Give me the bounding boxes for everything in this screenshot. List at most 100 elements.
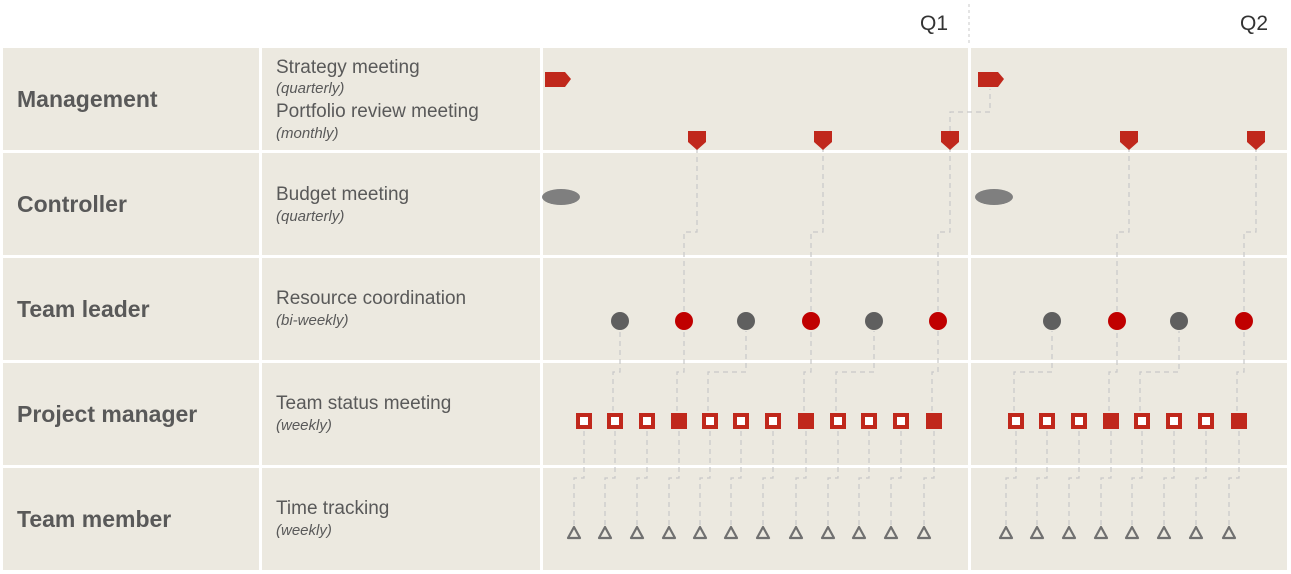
connector-square-to-triangle [827, 430, 839, 525]
square-icon [607, 413, 623, 429]
role-cell-management [3, 48, 259, 150]
activity-cell-management [262, 48, 540, 150]
flag-icon [978, 72, 1004, 87]
role-cell-team-member [3, 468, 259, 570]
triangle-icon [1124, 525, 1140, 540]
activity-frequency-budget: (quarterly) [276, 208, 345, 225]
circle-icon [1170, 312, 1188, 330]
connector-square-to-triangle [795, 430, 807, 525]
connector-square-to-triangle [1036, 430, 1048, 525]
triangle-icon [788, 525, 804, 540]
square-icon [1166, 413, 1182, 429]
activity-name-strategy: Strategy meeting [276, 57, 420, 78]
connector-circle-to-square [707, 331, 747, 411]
circle-icon [929, 312, 947, 330]
connector-square-to-triangle [858, 430, 870, 525]
connector-circle-to-square [1108, 331, 1118, 411]
activity-cell-controller [262, 153, 540, 255]
square-icon [830, 413, 846, 429]
activity-cell-project-manager [262, 363, 540, 465]
connector-circle-to-square [803, 331, 812, 411]
connector-circle-to-square [1139, 331, 1180, 411]
square-icon [1134, 413, 1150, 429]
square-icon [798, 413, 814, 429]
timeline-cell-team-member-q2 [971, 468, 1287, 570]
timeline-cell-team-leader-q2 [971, 258, 1287, 360]
activity-frequency-resource-coordination: (bi-weekly) [276, 312, 349, 329]
triangle-icon [629, 525, 645, 540]
square-icon [702, 413, 718, 429]
circle-icon [675, 312, 693, 330]
activity-frequency-strategy: (quarterly) [276, 80, 345, 97]
pennant-icon [1120, 131, 1138, 150]
activity-cell-team-leader [262, 258, 540, 360]
triangle-icon [1221, 525, 1237, 540]
connector-square-to-triangle [1100, 430, 1112, 525]
square-icon [576, 413, 592, 429]
connector-square-to-triangle [699, 430, 711, 525]
connector-pennant-to-circle [1116, 149, 1130, 311]
square-icon [733, 413, 749, 429]
connector-square-to-triangle [730, 430, 742, 525]
square-icon [639, 413, 655, 429]
connector-square-to-triangle [1068, 430, 1080, 525]
pennant-icon [814, 131, 832, 150]
connector-circle-to-square [676, 331, 685, 411]
circle-icon [737, 312, 755, 330]
activity-name-team-status: Team status meeting [276, 393, 452, 414]
role-label-controller: Controller [17, 191, 127, 217]
triangle-icon [755, 525, 771, 540]
connector-circle-to-square [1013, 331, 1053, 411]
flag-icon [545, 72, 571, 87]
circle-icon [802, 312, 820, 330]
connector-square-to-triangle [573, 430, 585, 525]
triangle-icon [1029, 525, 1045, 540]
role-cell-team-leader [3, 258, 259, 360]
connector-square-to-triangle [1163, 430, 1175, 525]
connector-circle-to-square [1236, 331, 1245, 411]
connector-lines [573, 89, 1257, 525]
connector-square-to-triangle [890, 430, 902, 525]
triangle-icon [1188, 525, 1204, 540]
activity-name-budget: Budget meeting [276, 184, 410, 205]
timeline-cell-management-q1 [543, 48, 968, 150]
ellipse-icon [542, 189, 580, 205]
quarter-label-q2: Q2 [1240, 12, 1269, 35]
connector-pennant-to-circle [683, 149, 698, 311]
triangle-icon [566, 525, 582, 540]
activity-name-resource-coordination: Resource coordination [276, 288, 467, 309]
square-icon [765, 413, 781, 429]
connector-square-to-triangle [1228, 430, 1240, 525]
connector-pennant-to-circle [937, 149, 951, 311]
triangle-icon [851, 525, 867, 540]
role-label-team-leader: Team leader [17, 296, 150, 322]
role-label-team-member: Team member [17, 506, 172, 532]
triangle-icon [723, 525, 739, 540]
role-cell-controller [3, 153, 259, 255]
pennant-icon [1247, 131, 1265, 150]
activity-frequency-team-status: (weekly) [276, 417, 332, 434]
triangle-icon [916, 525, 932, 540]
square-icon [1231, 413, 1247, 429]
connector-square-to-triangle [604, 430, 616, 525]
timeline-cell-team-leader-q1 [543, 258, 968, 360]
circle-icon [1043, 312, 1061, 330]
triangle-icon [1061, 525, 1077, 540]
connector-square-to-triangle [923, 430, 935, 525]
square-icon [861, 413, 877, 429]
square-icon [1008, 413, 1024, 429]
role-label-management: Management [17, 86, 158, 112]
triangle-icon [820, 525, 836, 540]
timeline-cell-controller-q1 [543, 153, 968, 255]
square-icon [1198, 413, 1214, 429]
triangle-icon [597, 525, 613, 540]
square-icon [1039, 413, 1055, 429]
square-icon [893, 413, 909, 429]
circle-icon [611, 312, 629, 330]
circle-icon [865, 312, 883, 330]
square-icon [926, 413, 942, 429]
activity-cell-team-member [262, 468, 540, 570]
connector-circle-to-square [612, 331, 621, 411]
connector-square-to-triangle [1005, 430, 1017, 525]
